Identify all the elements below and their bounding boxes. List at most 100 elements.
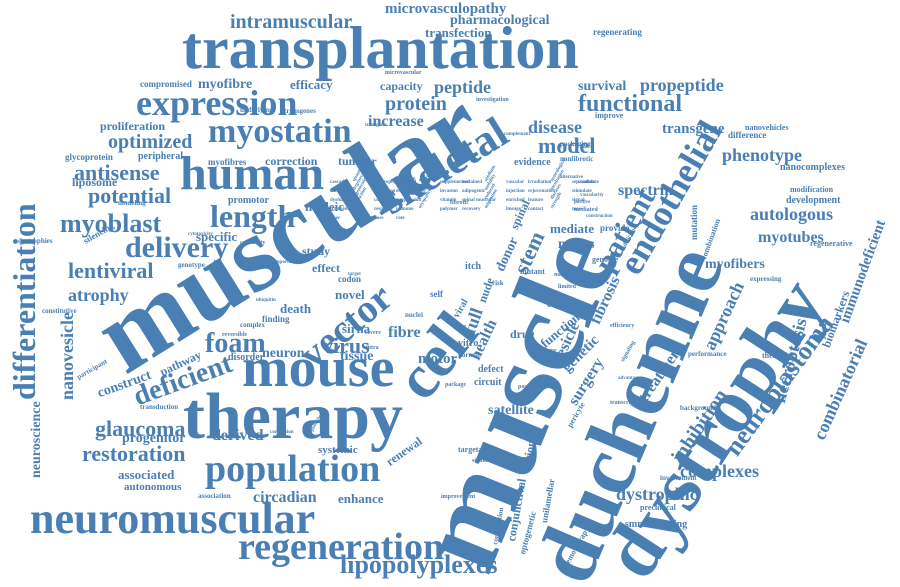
word-injection: injection [506,189,525,194]
word-increase: increase [368,113,424,130]
word-codon: codon [338,274,362,284]
word-dystrophic: dystrophic [616,484,698,504]
word-candidate: candidate [578,180,599,185]
word-rejuvenation: rejuvenation [528,189,556,194]
word-defect: defect [478,364,504,375]
word-mutant: mutant [520,267,545,276]
word-irradiation: irradiation [528,180,552,185]
word-delivery: delivery [125,231,229,264]
word-spinalmuscular: spinal muscular [462,198,497,203]
word-combination: combination [699,217,723,261]
word-myofibers: myofibers [705,257,765,272]
word-dystrophies: dystrophies [18,237,53,245]
word-association: association [198,492,231,500]
word-glycoprotein: glycoprotein [65,152,113,162]
word-polymer: polymer [440,207,458,212]
word-severe: severe [365,330,381,336]
word-ubiquitin: ubiquitin [256,298,276,303]
word-spectrin: spectrin [618,182,674,199]
word-neuroscience: neuroscience [29,401,44,478]
word-circuit: circuit [474,377,502,388]
word-transcription: transcription [610,400,644,406]
word-specific: specific [196,229,238,244]
word-tissue: tissue [340,349,374,364]
word-resolution: resolution [374,189,396,194]
word-invasion: invasion [440,189,458,194]
word-recovery: recovery [462,207,481,212]
word-important: important [274,260,296,265]
word-potential: potential [88,183,172,208]
word-cascade: cascade [330,180,347,185]
word-package: package [445,382,466,388]
word-microvasculopathy: microvasculopathy [385,1,507,17]
word-complement: complement [504,132,531,137]
word-provide: provide [600,223,630,233]
word-death: death [280,301,312,316]
word-motor: motor [418,351,458,367]
word-propeptide: propeptide [640,75,724,95]
word-capability: capability [240,240,266,246]
word-regulated: regulated [396,180,417,185]
word-construction: construction [586,214,613,219]
word-phenotype: phenotype [722,145,803,165]
word-promoter: promoter [256,262,277,267]
word-self: self [430,289,443,299]
word-stimulate: stimulate [572,189,592,194]
word-fibrotic: fibrotic [450,200,469,206]
word-packaging: packaging [560,140,591,148]
word-finding: finding [262,314,290,324]
word-model: model [538,133,596,158]
word-adipogenic: adipogenic [462,189,486,194]
word-response: response [374,207,393,212]
word-differentiation: differentiation [6,203,42,400]
word-derived: derived [212,427,264,444]
word-investigation: investigation [476,97,509,103]
word-foam: foam [205,328,266,359]
word-outcome: outcome [535,348,557,354]
word-pharmacological: pharmacological [450,13,550,28]
word-constitutive: constitutive [42,307,77,315]
word-therapies: therapies [762,351,794,360]
word-expression: expression [136,83,298,123]
word-targetable: targetable [458,445,493,454]
word-nucleic: nucleic [305,199,344,214]
word-contact: contact [528,207,544,212]
word-associated: associated [118,467,175,482]
word-lentiviral: lentiviral [68,258,154,283]
word-effect: effect [312,261,340,275]
word-underlying: underlying [240,106,273,114]
word-promotor: promotor [228,195,269,206]
word-atrophy: atrophy [68,285,129,305]
word-regenerating: regenerating [593,27,642,37]
word-myostatin: myostatin [208,113,352,150]
word-separation: separation [572,180,595,185]
word-nanovehicles: nanovehicles [745,123,789,132]
word-liposome: liposome [72,175,118,189]
word-novel: novel [335,287,365,302]
word-vitamin: vitamin [440,198,457,203]
word-sirna: sirna [342,321,371,336]
word-mouse: mouse [242,337,395,399]
word-clinical: clinical [330,189,346,194]
word-vascular: vascular [506,180,525,185]
word-transplantation: transplantation [182,15,579,81]
word-length: length [210,198,296,234]
word-survival: survival [578,79,627,94]
word-circadian: circadian [253,489,317,506]
word-mutation: mutation [689,204,699,240]
word-alternative: alternative [560,175,584,180]
word-complexes: complexes [680,461,759,481]
word-drug: drug [510,327,535,341]
word-fibre: fibre [388,324,421,341]
word-sustained: sustained [462,180,483,185]
word-improve: improve [595,111,624,120]
word-feature: feature [528,198,544,203]
word-enriched: enriched [506,198,525,203]
word-human: human [180,147,325,200]
word-intramuscular: intramuscular [230,11,353,33]
word-disorder: disorder [228,352,265,363]
word-microvascular: microvascular [385,70,422,76]
word-cancer: cancer [547,299,573,309]
word-possible: possible [518,384,539,390]
